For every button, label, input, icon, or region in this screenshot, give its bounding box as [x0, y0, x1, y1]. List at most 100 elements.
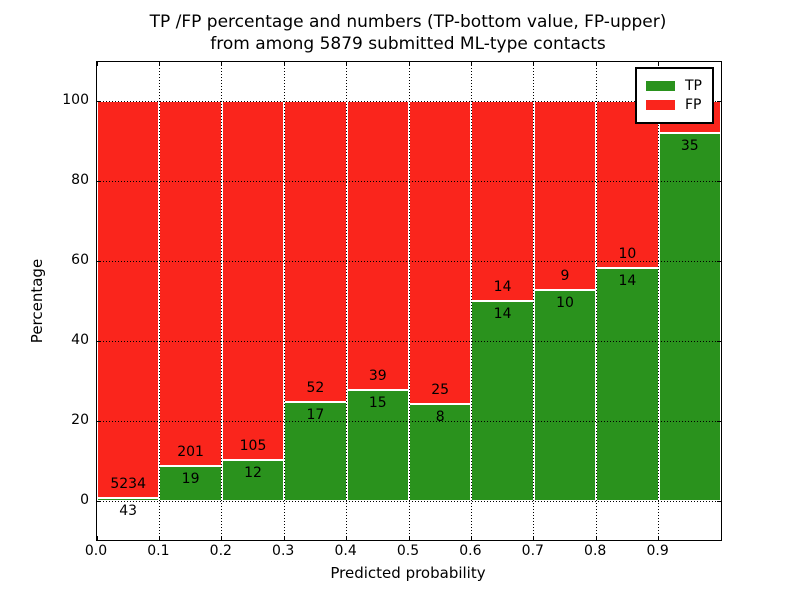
y-tick-label: 20: [71, 412, 89, 428]
x-tick-label: 0.9: [646, 543, 669, 559]
bar-label-tp: 43: [119, 502, 138, 519]
bar-label-tp: 8: [435, 409, 445, 426]
gridline-vertical: [595, 62, 597, 540]
x-tick: [221, 536, 223, 540]
y-tick: [97, 180, 101, 182]
bar-label-fp: 14: [493, 279, 512, 295]
y-tick: [97, 420, 101, 422]
x-tick: [346, 536, 348, 540]
bar-label-tp: 14: [493, 306, 512, 322]
x-tick-top: [346, 62, 348, 66]
x-tick-top: [533, 62, 535, 66]
bar-segment-tp: [596, 267, 659, 501]
y-tick-label: 80: [71, 172, 89, 188]
bar-label-fp: 9: [560, 268, 570, 285]
bar-segment-fp: [596, 101, 659, 268]
bar-segment-tp: [471, 301, 534, 501]
y-tick-right: [717, 100, 721, 102]
x-tick-label: 0.7: [521, 543, 544, 559]
bar-label-fp: 52: [306, 380, 325, 397]
y-tick-label: 100: [62, 92, 89, 108]
gridline-vertical: [346, 62, 348, 540]
bar-segment-tp: [346, 389, 409, 501]
x-tick: [595, 536, 597, 540]
bar-segment-fp: [409, 101, 472, 405]
x-tick-top: [408, 62, 410, 66]
gridline-horizontal: [97, 260, 721, 262]
bar-label-tp: 10: [556, 295, 574, 312]
x-tick: [470, 536, 472, 540]
bar-label-fp: 105: [239, 437, 267, 454]
x-tick: [283, 536, 285, 540]
bar-segment-tp: [284, 402, 347, 501]
x-tick: [96, 536, 98, 540]
bar-label-tp: 19: [181, 471, 200, 488]
y-tick-right: [717, 260, 721, 262]
y-tick-right: [717, 340, 721, 342]
bar-segment-tp: [658, 132, 721, 501]
gridline-horizontal: [97, 420, 721, 422]
x-tick-label: 0.8: [584, 543, 607, 559]
bar-segment-fp: [284, 101, 347, 403]
x-tick-top: [470, 62, 472, 66]
legend-entry: FP: [646, 97, 702, 113]
y-tick-label: 60: [71, 252, 89, 268]
x-tick-label: 0.6: [459, 543, 482, 559]
x-tick-top: [158, 62, 160, 66]
y-axis-label: Percentage: [28, 258, 46, 344]
gridline-vertical: [533, 62, 535, 540]
y-tick: [97, 500, 101, 502]
y-tick-label: 40: [71, 332, 89, 348]
x-tick-label: 0.4: [334, 543, 357, 559]
x-tick: [408, 536, 410, 540]
bar-segment-tp: [533, 290, 597, 501]
x-tick: [533, 536, 535, 540]
legend-label: FP: [685, 97, 702, 113]
x-tick-top: [283, 62, 285, 66]
bar-label-fp: 10: [618, 245, 637, 262]
gridline-vertical: [283, 62, 285, 540]
y-tick-label: 0: [80, 492, 89, 508]
x-tick-label: 0.0: [84, 543, 108, 559]
bar-label-tp: 17: [306, 407, 325, 424]
bar-segment-fp: [97, 101, 160, 498]
bar-segment-fp: [471, 101, 534, 301]
bar-segment-fp: [159, 101, 222, 467]
x-tick: [658, 536, 660, 540]
chart-title: TP /FP percentage and numbers (TP-bottom…: [96, 11, 720, 55]
y-tick: [97, 340, 101, 342]
gridline-vertical: [408, 62, 410, 540]
legend-entry: TP: [646, 78, 702, 94]
gridline-horizontal: [97, 100, 721, 102]
bar-label-tp: 14: [618, 272, 637, 289]
x-tick-label: 0.1: [147, 543, 170, 559]
chart-title-line2: from among 5879 submitted ML-type contac…: [210, 34, 606, 54]
chart-title-line1: TP /FP percentage and numbers (TP-bottom…: [149, 12, 667, 32]
gridline-horizontal: [97, 340, 721, 342]
x-axis-label: Predicted probability: [330, 564, 486, 582]
x-tick-top: [595, 62, 597, 66]
gridline-vertical: [221, 62, 223, 540]
legend: TP FP: [635, 67, 714, 124]
bar-label-fp: 5234: [110, 475, 147, 492]
bar-segment-fp: [346, 101, 409, 390]
y-tick-right: [717, 180, 721, 182]
gridline-vertical: [470, 62, 472, 540]
bar-segment-tp: [221, 459, 285, 501]
bar-label-tp: 35: [680, 137, 699, 154]
x-tick-label: 0.5: [396, 543, 420, 559]
x-tick-top: [658, 62, 660, 66]
bar-segment-fp: [221, 101, 285, 460]
x-tick-label: 0.2: [209, 543, 232, 559]
y-tick: [97, 100, 101, 102]
bar-label-fp: 39: [368, 367, 387, 384]
y-tick-right: [717, 420, 721, 422]
x-tick-top: [221, 62, 223, 66]
y-tick-right: [717, 500, 721, 502]
bar-label-tp: 12: [244, 464, 262, 481]
bar-label-fp: 201: [177, 444, 204, 461]
plot-area: TP FP 5234 43 201 19 105 12 52 17 39 15 25 8 14 14 9 10 1…: [96, 61, 722, 541]
bar-label-fp: 25: [431, 382, 450, 399]
gridline-vertical: [158, 62, 160, 540]
